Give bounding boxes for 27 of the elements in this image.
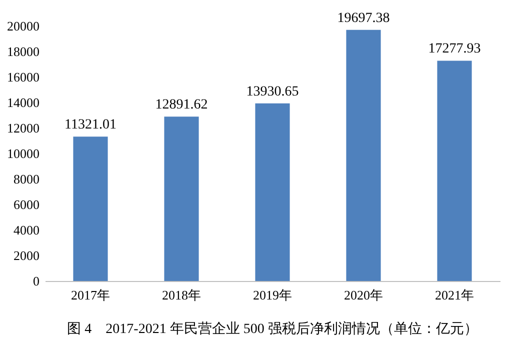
x-tick-label: 2021年 [435, 288, 474, 302]
x-tick-label: 2018年 [162, 288, 201, 302]
y-tick-label: 6000 [14, 197, 40, 212]
text: 图 4 2017-2021 年民营企业 500 强税后净利润情况（单位：亿元） [67, 321, 478, 337]
bar [437, 60, 472, 281]
data-label: 19697.38 [337, 10, 390, 26]
y-tick-label: 14000 [7, 95, 40, 110]
y-tick-label: 16000 [7, 70, 40, 84]
x-tick-label: 2019年 [253, 288, 292, 302]
x-tick-label: 2017年 [71, 288, 110, 302]
y-tick-label: 20000 [7, 18, 40, 34]
y-tick-label: 10000 [7, 146, 40, 161]
data-label: 17277.93 [428, 42, 481, 57]
y-tick-label: 8000 [14, 172, 40, 186]
y-tick-label: 12000 [7, 120, 40, 136]
data-label: 11321.01 [64, 118, 116, 133]
data-label: 12891.62 [155, 98, 208, 113]
y-tick-label: 0 [33, 274, 40, 288]
y-tick-label: 18000 [7, 44, 40, 59]
bar [346, 30, 381, 281]
x-tick-label: 2020年 [344, 288, 383, 302]
bar [73, 136, 108, 281]
y-tick-label: 2000 [14, 248, 40, 263]
bar [164, 116, 199, 281]
bar [255, 103, 290, 281]
data-label: 13930.65 [246, 84, 299, 100]
y-tick-label: 4000 [14, 222, 40, 238]
